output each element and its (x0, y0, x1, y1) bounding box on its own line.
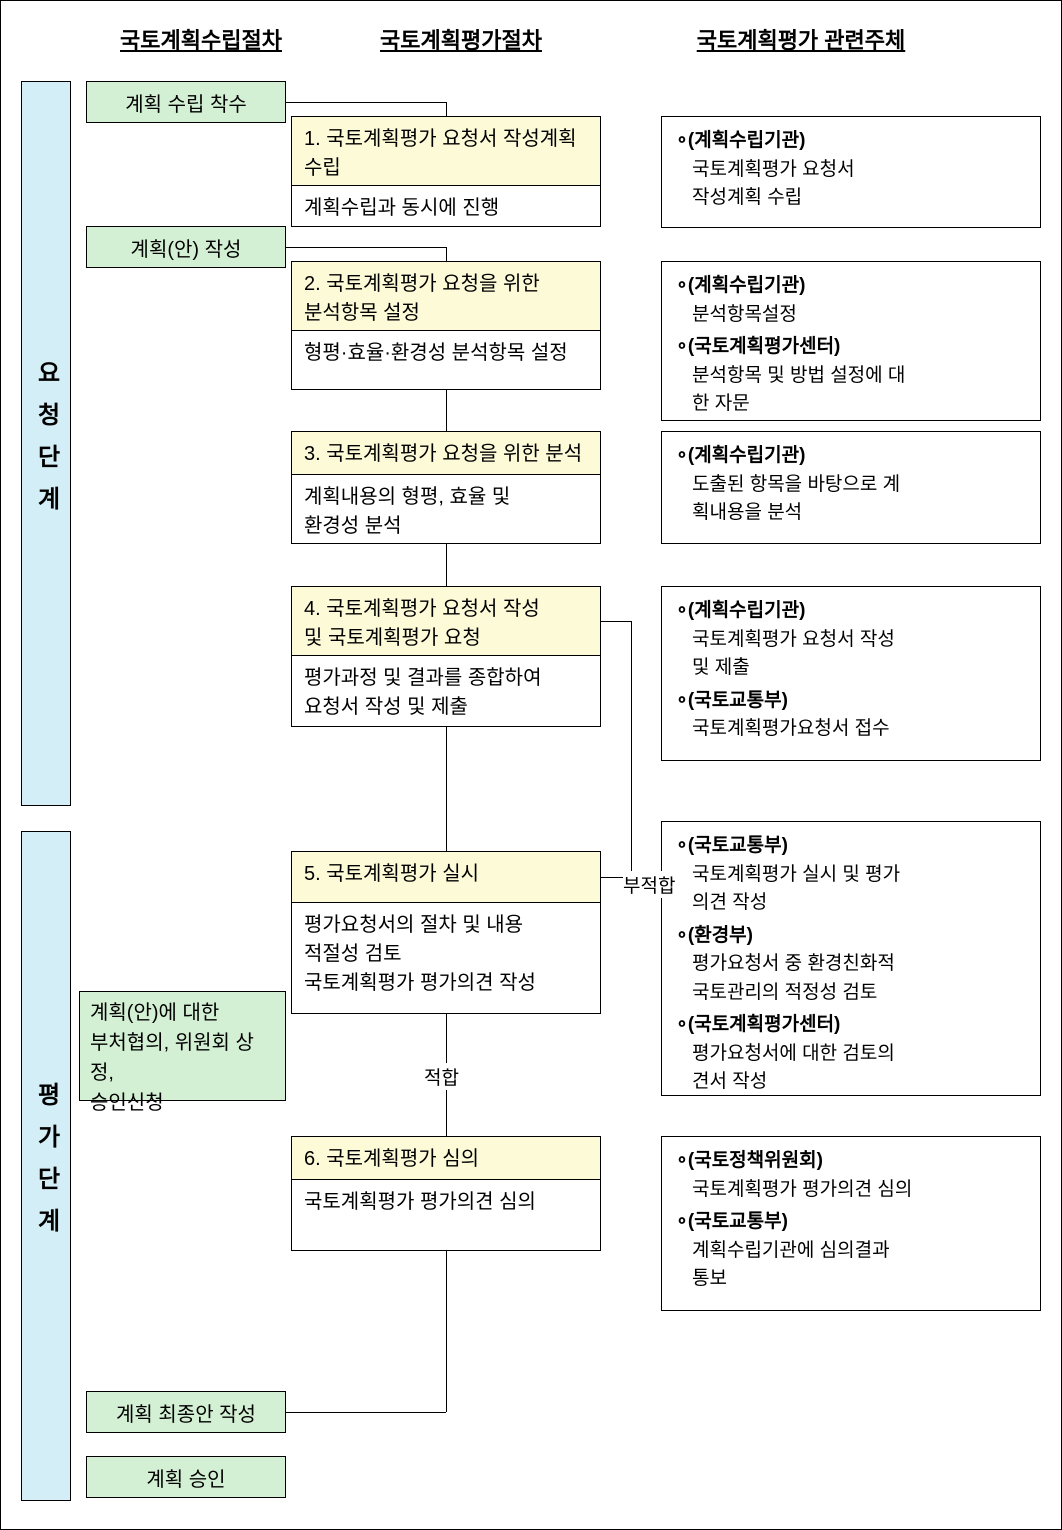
green-plan-final: 계획 최종안 작성 (86, 1391, 286, 1433)
entity-name: ∘(국토계획평가센터) (676, 336, 840, 357)
step-4-title: 4. 국토계획평가 요청서 작성 및 국토계획평가 요청 (291, 586, 601, 656)
step-6-desc: 국토계획평가 평가의견 심의 (291, 1179, 601, 1251)
entity-name: ∘(계획수립기관) (676, 600, 805, 621)
connector-h (286, 1412, 446, 1413)
entity-row: ∘(국토교통부) 계획수립기관에 심의결과 통보 (676, 1208, 1026, 1294)
entity-name: ∘(국토계획평가센터) (676, 1014, 840, 1035)
entity-row: ∘(계획수립기관) 국토계획평가 요청서 작성 및 제출 (676, 597, 1026, 683)
entity-4: ∘(계획수립기관) 국토계획평가 요청서 작성 및 제출 ∘(국토교통부) 국토계획평… (661, 586, 1041, 761)
green-plan-draft: 계획(안) 작성 (86, 226, 286, 268)
entity-name: ∘(계획수립기관) (676, 445, 805, 466)
entity-3: ∘(계획수립기관) 도출된 항목을 바탕으로 계 획내용을 분석 (661, 431, 1041, 544)
connector-h (601, 621, 631, 622)
step-3-desc: 계획내용의 형평, 효율 및 환경성 분석 (291, 474, 601, 544)
connector-h (286, 102, 446, 103)
entity-2: ∘(계획수립기관) 분석항목설정 ∘(국토계획평가센터) 분석항목 및 방법 설정에 … (661, 261, 1041, 421)
entity-row: ∘(국토정책위원회) 국토계획평가 평가의견 심의 (676, 1147, 1026, 1204)
entity-row: ∘(국토계획평가센터) 분석항목 및 방법 설정에 대 한 자문 (676, 333, 1026, 419)
entity-desc: 도출된 항목을 바탕으로 계 획내용을 분석 (676, 471, 1026, 528)
green-plan-approve: 계획 승인 (86, 1456, 286, 1498)
entity-5: ∘(국토교통부) 국토계획평가 실시 및 평가 의견 작성 ∘(환경부) 평가요청서 … (661, 821, 1041, 1096)
step-3-title: 3. 국토계획평가 요청을 위한 분석 (291, 431, 601, 475)
entity-6: ∘(국토정책위원회) 국토계획평가 평가의견 심의 ∘(국토교통부) 계획수립기관에 … (661, 1136, 1041, 1311)
connector-v (446, 247, 447, 261)
entity-row: ∘(국토계획평가센터) 평가요청서에 대한 검토의 견서 작성 (676, 1011, 1026, 1097)
label-pass: 적합 (424, 1063, 459, 1090)
connector-v (631, 621, 632, 877)
label-fail: 부적합 (623, 871, 675, 898)
connector-v (446, 1251, 447, 1412)
entity-row: ∘(국토교통부) 국토계획평가 실시 및 평가 의견 작성 (676, 832, 1026, 918)
entity-desc: 국토계획평가요청서 접수 (676, 715, 1026, 744)
entity-desc: 국토계획평가 요청서 작성계획 수립 (676, 156, 1026, 213)
entity-name: ∘(국토교통부) (676, 1211, 788, 1232)
entity-name: ∘(국토교통부) (676, 835, 788, 856)
entity-row: ∘(국토교통부) 국토계획평가요청서 접수 (676, 687, 1026, 744)
stage-request: 요청단계 (21, 81, 71, 806)
entity-desc: 국토계획평가 평가의견 심의 (676, 1176, 1026, 1205)
step-1-title: 1. 국토계획평가 요청서 작성계획 수립 (291, 116, 601, 186)
entity-row: ∘(환경부) 평가요청서 중 환경친화적 국토관리의 적정성 검토 (676, 922, 1026, 1008)
connector-v (446, 544, 447, 586)
entity-row: ∘(계획수립기관) 국토계획평가 요청서 작성계획 수립 (676, 127, 1026, 213)
step-6-title: 6. 국토계획평가 심의 (291, 1136, 601, 1180)
entity-name: ∘(국토교통부) (676, 690, 788, 711)
green-plan-start: 계획 수립 착수 (86, 81, 286, 123)
connector-v (446, 390, 447, 431)
entity-1: ∘(계획수립기관) 국토계획평가 요청서 작성계획 수립 (661, 116, 1041, 228)
step-5-title: 5. 국토계획평가 실시 (291, 851, 601, 903)
entity-desc: 국토계획평가 요청서 작성 및 제출 (676, 626, 1026, 683)
entity-name: ∘(계획수립기관) (676, 275, 805, 296)
entity-row: ∘(계획수립기관) 분석항목설정 (676, 272, 1026, 329)
header-col2: 국토계획평가절차 (351, 23, 571, 55)
entity-desc: 분석항목설정 (676, 301, 1026, 330)
connector-v (446, 727, 447, 851)
entity-name: ∘(환경부) (676, 925, 753, 946)
entity-desc: 평가요청서에 대한 검토의 견서 작성 (676, 1040, 1026, 1097)
entity-desc: 평가요청서 중 환경친화적 국토관리의 적정성 검토 (676, 950, 1026, 1007)
step-2-title: 2. 국토계획평가 요청을 위한 분석항목 설정 (291, 261, 601, 331)
header-col3: 국토계획평가 관련주체 (651, 23, 951, 55)
connector-v (446, 102, 447, 116)
header-col1: 국토계획수립절차 (101, 23, 301, 55)
entity-desc: 분석항목 및 방법 설정에 대 한 자문 (676, 362, 1026, 419)
entity-name: ∘(계획수립기관) (676, 130, 805, 151)
step-5-desc: 평가요청서의 절차 및 내용 적절성 검토 국토계획평가 평가의견 작성 (291, 902, 601, 1014)
step-4-desc: 평가과정 및 결과를 종합하여 요청서 작성 및 제출 (291, 655, 601, 727)
green-plan-consult: 계획(안)에 대한 부처협의, 위원회 상정, 승인신청 (79, 991, 286, 1101)
entity-name: ∘(국토정책위원회) (676, 1150, 823, 1171)
step-1-desc: 계획수립과 동시에 진행 (291, 185, 601, 227)
stage-eval: 평가단계 (21, 831, 71, 1501)
step-2-desc: 형평·효율·환경성 분석항목 설정 (291, 330, 601, 390)
entity-row: ∘(계획수립기관) 도출된 항목을 바탕으로 계 획내용을 분석 (676, 442, 1026, 528)
entity-desc: 국토계획평가 실시 및 평가 의견 작성 (676, 861, 1026, 918)
entity-desc: 계획수립기관에 심의결과 통보 (676, 1237, 1026, 1294)
connector-h (286, 247, 446, 248)
